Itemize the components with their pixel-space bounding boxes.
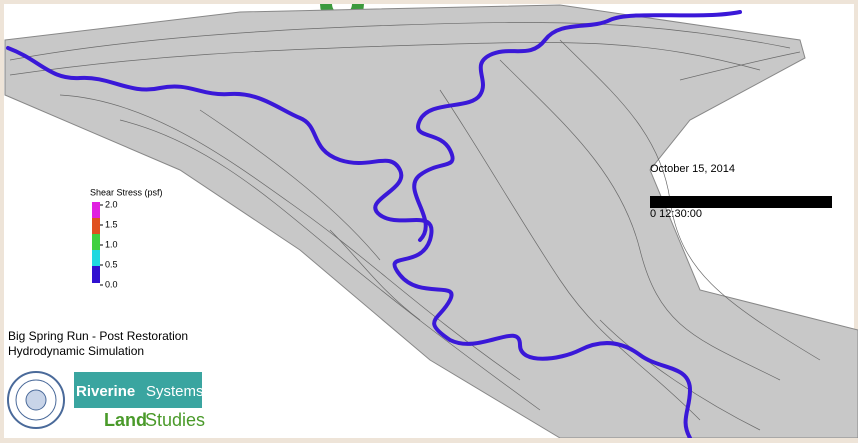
color-swatch [92, 202, 100, 219]
legend-tick-label: 2.0 [105, 199, 118, 209]
logo-text: Riverine [76, 383, 135, 400]
color-swatch [92, 218, 100, 235]
caption-line: Big Spring Run - Post Restoration [8, 329, 188, 343]
legend-tick-label: 1.0 [105, 239, 118, 249]
caption-line: Hydrodynamic Simulation [8, 344, 144, 358]
legend-title: Shear Stress (psf) [90, 187, 163, 197]
legend: 2.0 1.5 1.0 0.5 0.0 [92, 199, 118, 289]
color-swatch [92, 250, 100, 267]
legend-tick-label: 0.5 [105, 259, 118, 269]
terrain [4, 4, 858, 439]
date: October 15, 2014 [650, 163, 735, 175]
legend-tick-label: 0.0 [105, 279, 118, 289]
logo-text: Systems [146, 383, 204, 400]
legend-tick-label: 1.5 [105, 219, 118, 229]
time-bar [650, 196, 832, 208]
time: 0 12:30:00 [650, 208, 702, 220]
logo-text: Land [104, 410, 147, 430]
color-swatch [92, 234, 100, 251]
seal-logo [7, 371, 65, 429]
logo-band [74, 372, 202, 408]
river [6, 10, 742, 440]
contours [9, 22, 821, 431]
logo-text: Studies [145, 410, 205, 430]
color-swatch [92, 266, 100, 283]
